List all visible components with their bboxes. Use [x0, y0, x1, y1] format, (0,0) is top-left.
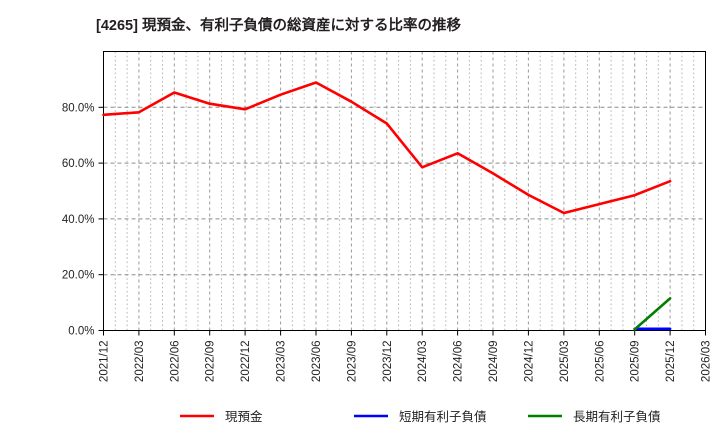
y-axis: 0.0% 20.0% 40.0% 60.0% 80.0%	[62, 102, 104, 338]
x-tick-label: 2022/09	[205, 341, 217, 383]
legend-label-短期有利子負債: 短期有利子負債	[399, 409, 487, 424]
chart-title: [4265] 現預金、有利子負債の総資産に対する比率の推移	[96, 18, 461, 34]
x-tick-label: 2025/03	[559, 341, 571, 383]
x-tick-label: 2026/03	[701, 341, 713, 383]
x-tick-label: 2024/03	[417, 341, 429, 383]
chart-legend: 現預金 短期有利子負債 長期有利子負債	[180, 409, 661, 424]
series-line-現預金	[102, 81, 672, 215]
series-line-長期有利子負債	[633, 297, 672, 331]
x-tick-label: 2025/06	[594, 341, 606, 383]
y-tick-label: 20.0%	[62, 270, 95, 282]
legend-label-現預金: 現預金	[225, 409, 263, 424]
x-tick-label: 2024/09	[488, 341, 500, 383]
y-tick-label: 60.0%	[62, 158, 95, 170]
x-tick-label: 2025/12	[665, 341, 677, 383]
x-tick-label: 2024/12	[523, 341, 535, 383]
plot-area-border	[103, 51, 706, 331]
legend-label-長期有利子負債: 長期有利子負債	[573, 409, 661, 424]
x-tick-label: 2025/09	[630, 341, 642, 383]
x-tick-label: 2022/06	[169, 341, 181, 383]
series-group	[102, 81, 672, 331]
x-tick-label: 2021/12	[99, 341, 111, 383]
y-tick-label: 40.0%	[62, 214, 95, 226]
y-tick-label: 80.0%	[62, 102, 95, 114]
x-tick-label: 2022/03	[134, 341, 146, 383]
x-tick-label: 2023/06	[311, 341, 323, 383]
x-tick-label: 2024/06	[453, 341, 465, 383]
x-tick-label: 2023/09	[346, 341, 358, 383]
x-tick-label: 2023/12	[382, 341, 394, 383]
x-tick-label: 2022/12	[240, 341, 252, 383]
x-tick-label: 2023/03	[276, 341, 288, 383]
y-tick-label: 0.0%	[68, 326, 94, 338]
x-axis: 2021/12 2022/03 2022/06 2022/09 2022/12 2023/…	[99, 330, 713, 383]
grid-lines	[103, 51, 706, 331]
